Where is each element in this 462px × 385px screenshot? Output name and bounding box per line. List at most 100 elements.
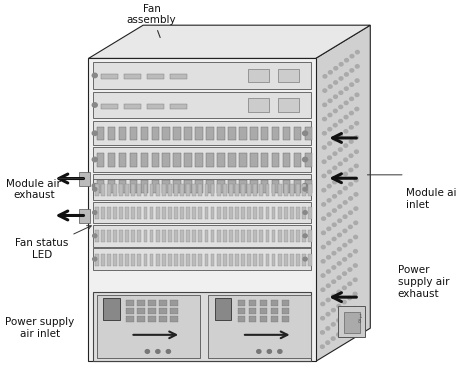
Bar — [95, 254, 98, 266]
Bar — [162, 231, 166, 242]
Bar — [260, 231, 263, 242]
Bar — [148, 316, 156, 322]
Bar — [144, 231, 147, 242]
Bar — [126, 308, 134, 314]
Circle shape — [334, 95, 337, 99]
Bar — [101, 104, 118, 109]
Circle shape — [350, 111, 353, 115]
Bar — [206, 180, 214, 193]
Bar — [79, 209, 90, 223]
Bar — [260, 300, 267, 306]
Text: 1
8: 1 8 — [358, 314, 362, 325]
Bar — [283, 180, 290, 193]
Circle shape — [339, 148, 342, 151]
Circle shape — [303, 257, 307, 261]
Polygon shape — [316, 25, 370, 362]
Bar — [186, 231, 190, 242]
Bar — [278, 184, 281, 196]
Bar — [186, 184, 190, 196]
Bar — [229, 207, 233, 219]
Circle shape — [354, 221, 358, 224]
Circle shape — [344, 87, 348, 90]
Bar — [253, 207, 257, 219]
Circle shape — [321, 259, 325, 263]
Bar — [217, 231, 220, 242]
Circle shape — [332, 251, 336, 255]
Bar — [192, 231, 196, 242]
Circle shape — [344, 130, 348, 133]
Bar — [253, 254, 257, 266]
Circle shape — [257, 350, 261, 353]
Circle shape — [334, 81, 338, 84]
Circle shape — [338, 219, 341, 223]
Circle shape — [166, 350, 170, 353]
Bar — [272, 254, 275, 266]
Circle shape — [332, 266, 336, 269]
Bar — [272, 154, 280, 167]
Circle shape — [345, 73, 348, 76]
Bar — [205, 184, 208, 196]
Circle shape — [323, 75, 327, 78]
Circle shape — [338, 162, 342, 166]
Circle shape — [344, 101, 348, 105]
Bar — [126, 316, 134, 322]
Bar — [192, 184, 196, 196]
Bar — [296, 254, 300, 266]
Bar — [173, 127, 181, 141]
Circle shape — [353, 321, 357, 324]
Bar — [168, 207, 172, 219]
Bar — [138, 184, 141, 196]
Bar — [170, 308, 177, 314]
Bar — [271, 300, 278, 306]
Circle shape — [303, 157, 308, 162]
Bar — [266, 254, 269, 266]
Bar — [156, 231, 159, 242]
Bar — [308, 254, 312, 266]
Bar — [97, 295, 200, 358]
Bar — [260, 184, 263, 196]
Circle shape — [332, 237, 336, 241]
Circle shape — [353, 249, 358, 253]
Circle shape — [348, 225, 352, 229]
Circle shape — [355, 93, 359, 97]
Bar — [284, 207, 288, 219]
Circle shape — [338, 191, 342, 194]
Bar — [302, 207, 306, 219]
Bar — [180, 207, 184, 219]
Bar — [126, 300, 134, 306]
Circle shape — [339, 134, 342, 137]
Bar — [260, 308, 267, 314]
Circle shape — [333, 124, 337, 127]
Bar — [174, 207, 178, 219]
Bar — [217, 154, 225, 167]
Text: Module ai
inlet: Module ai inlet — [406, 188, 456, 210]
Circle shape — [339, 105, 343, 109]
Circle shape — [354, 193, 358, 196]
Circle shape — [326, 298, 330, 301]
Circle shape — [337, 248, 341, 251]
Circle shape — [334, 109, 337, 113]
Circle shape — [323, 89, 327, 92]
Bar — [253, 184, 257, 196]
Bar — [272, 127, 280, 141]
Bar — [211, 184, 214, 196]
Bar — [278, 69, 299, 82]
Bar — [119, 180, 126, 193]
Bar — [138, 207, 141, 219]
Circle shape — [342, 300, 346, 304]
Circle shape — [267, 350, 272, 353]
Bar — [260, 316, 267, 322]
Circle shape — [350, 69, 354, 72]
Circle shape — [321, 331, 324, 334]
Circle shape — [93, 257, 97, 261]
Bar — [95, 207, 98, 219]
Circle shape — [355, 122, 359, 125]
Bar — [103, 298, 120, 320]
Bar — [238, 300, 245, 306]
Circle shape — [322, 203, 326, 206]
Circle shape — [348, 254, 352, 257]
Circle shape — [322, 174, 326, 177]
Bar — [147, 104, 164, 109]
Bar — [97, 154, 104, 167]
Circle shape — [343, 258, 346, 261]
